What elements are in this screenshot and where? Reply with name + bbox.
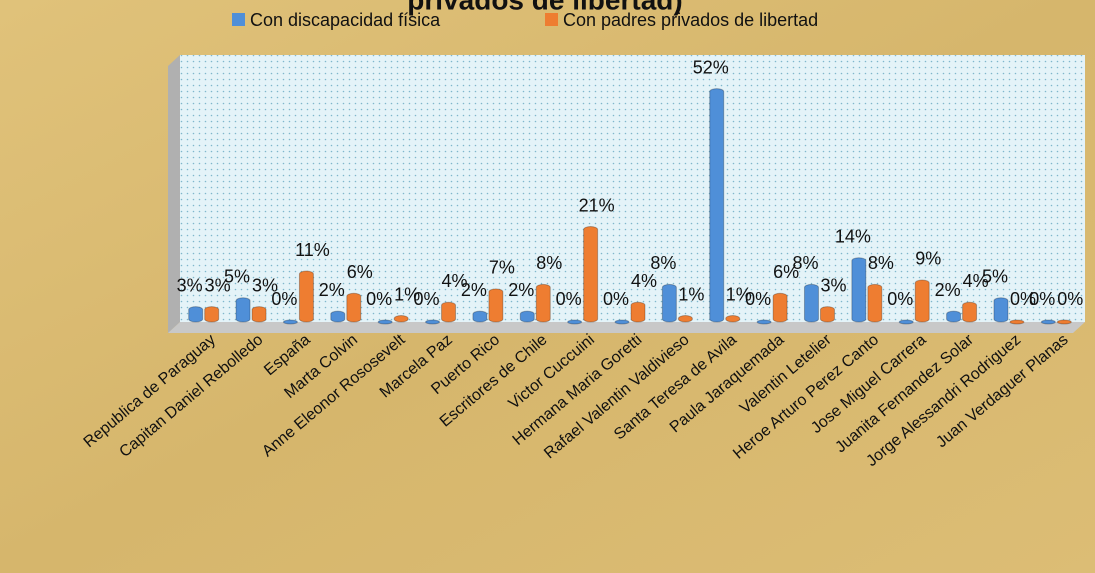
- bar: [188, 306, 204, 323]
- value-label: 5%: [224, 267, 250, 287]
- value-label: 1%: [678, 284, 704, 304]
- value-label: 0%: [603, 289, 629, 309]
- bar: [1009, 319, 1025, 325]
- bar: [1056, 319, 1072, 325]
- value-label: 1%: [726, 284, 752, 304]
- value-label: 11%: [295, 240, 330, 260]
- plot-area: [180, 55, 1085, 322]
- bar: [204, 306, 220, 323]
- bar: [851, 257, 867, 323]
- value-label: 0%: [414, 289, 440, 309]
- value-label: 1%: [394, 284, 420, 304]
- bar: [282, 319, 298, 325]
- bar: [962, 301, 978, 323]
- legend-label: Con padres privados de libertad: [563, 10, 818, 30]
- bar: [898, 319, 914, 325]
- legend-swatch: [232, 13, 245, 26]
- bar: [298, 270, 314, 323]
- value-label: 6%: [773, 262, 799, 282]
- value-label: 3%: [205, 275, 231, 295]
- value-label: 2%: [319, 280, 345, 300]
- bar: [819, 306, 835, 323]
- bar: [330, 310, 346, 323]
- side-wall: [168, 55, 180, 333]
- value-label: 21%: [579, 195, 615, 215]
- bar: [772, 292, 788, 323]
- bar: [914, 279, 930, 323]
- value-label: 8%: [868, 253, 894, 273]
- value-label: 0%: [745, 289, 771, 309]
- bar: [346, 292, 362, 323]
- bar: [425, 319, 441, 325]
- value-label: 8%: [650, 253, 676, 273]
- bar: [946, 310, 962, 323]
- value-label: 2%: [935, 280, 961, 300]
- value-label: 7%: [489, 258, 515, 278]
- value-label: 4%: [442, 271, 468, 291]
- value-label: 4%: [631, 271, 657, 291]
- bar: [867, 283, 883, 323]
- floor: [168, 322, 1085, 333]
- legend: Con discapacidad física Con padres privad…: [232, 10, 818, 30]
- bar: [567, 319, 583, 325]
- bar: [614, 319, 630, 325]
- bar: [803, 283, 819, 323]
- bar: [661, 283, 677, 323]
- bar: [377, 319, 393, 325]
- value-label: 0%: [887, 289, 913, 309]
- value-label: 0%: [1029, 289, 1055, 309]
- bar: [630, 301, 646, 323]
- bar: [1040, 319, 1056, 325]
- bar: [441, 301, 457, 323]
- bar: [709, 88, 725, 323]
- bar: [488, 288, 504, 323]
- bar: [235, 297, 251, 323]
- bar: [725, 315, 741, 323]
- bar: [535, 283, 551, 323]
- bar: [251, 306, 267, 323]
- value-label: 3%: [820, 275, 846, 295]
- bar: [993, 297, 1009, 323]
- chart-title: privados de libertad): [407, 0, 682, 15]
- value-label: 4%: [963, 271, 989, 291]
- bar: [756, 319, 772, 325]
- value-label: 3%: [177, 275, 203, 295]
- value-label: 0%: [556, 289, 582, 309]
- bar: [393, 315, 409, 323]
- value-label: 6%: [347, 262, 373, 282]
- value-label: 5%: [982, 267, 1008, 287]
- value-label: 0%: [366, 289, 392, 309]
- bar: [583, 226, 599, 323]
- value-label: 0%: [1010, 289, 1036, 309]
- bar: [677, 315, 693, 323]
- value-label: 0%: [271, 289, 297, 309]
- value-label: 14%: [835, 226, 871, 246]
- value-label: 2%: [508, 280, 534, 300]
- value-label: 52%: [693, 57, 729, 77]
- value-label: 8%: [536, 253, 562, 273]
- bar: [519, 310, 535, 323]
- value-label: 0%: [1057, 289, 1083, 309]
- value-label: 3%: [252, 275, 278, 295]
- legend-swatch: [545, 13, 558, 26]
- bar: [472, 310, 488, 323]
- legend-label: Con discapacidad física: [250, 10, 441, 30]
- value-label: 8%: [792, 253, 818, 273]
- value-label: 2%: [461, 280, 487, 300]
- value-label: 9%: [915, 249, 941, 269]
